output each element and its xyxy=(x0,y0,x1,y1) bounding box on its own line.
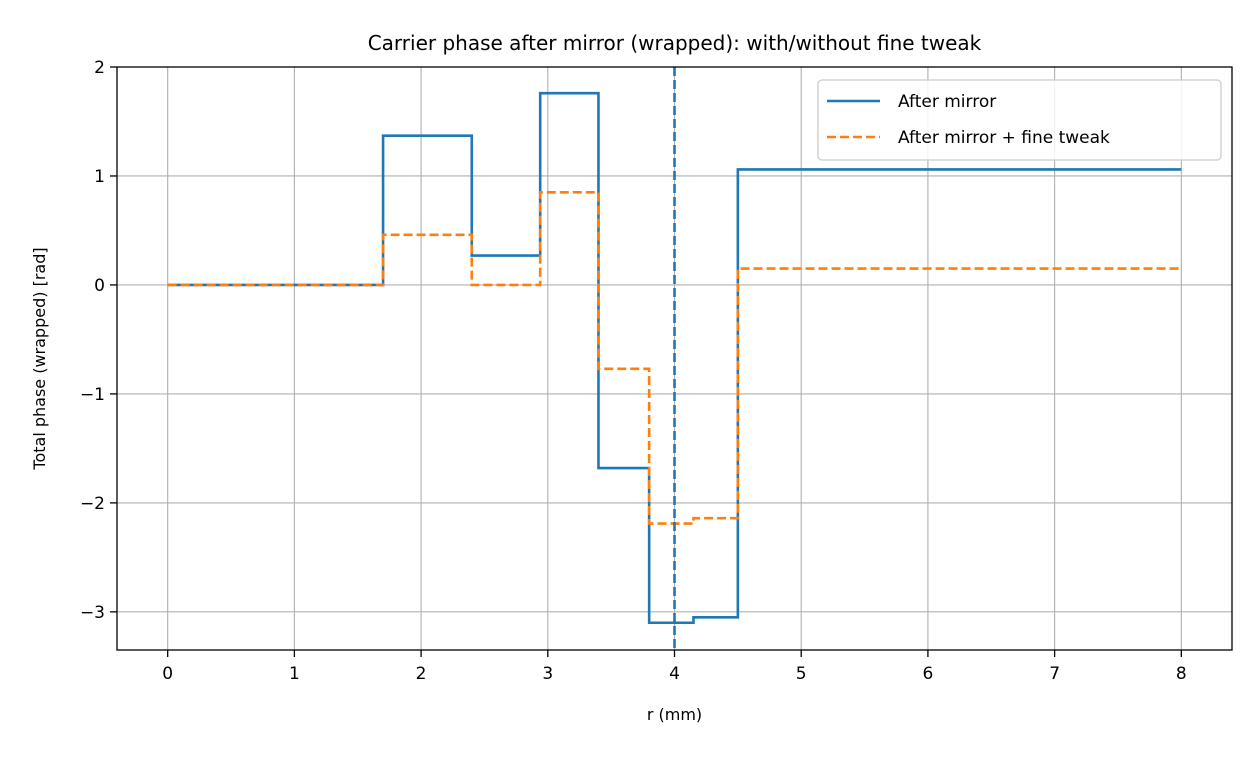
legend-label-2: After mirror + fine tweak xyxy=(898,128,1110,148)
legend-label-1: After mirror xyxy=(898,92,996,112)
x-tick-label: 0 xyxy=(162,664,173,684)
x-tick-label: 3 xyxy=(542,664,553,684)
series-lines xyxy=(167,67,1182,650)
x-tick-label: 4 xyxy=(669,664,680,684)
axes: 0 1 2 3 4 5 6 7 8 −3 −2 −1 0 1 2 xyxy=(80,58,1233,684)
x-tick-label: 7 xyxy=(1049,664,1060,684)
x-tick-label: 1 xyxy=(289,664,300,684)
y-tick-label: 2 xyxy=(94,58,105,78)
chart-title: Carrier phase after mirror (wrapped): wi… xyxy=(368,31,982,55)
y-tick-label: −2 xyxy=(80,494,105,514)
x-tick-label: 6 xyxy=(922,664,933,684)
x-tick-label: 5 xyxy=(796,664,807,684)
y-tick-label: 0 xyxy=(94,276,105,296)
x-tick-label: 8 xyxy=(1176,664,1187,684)
series-line-1 xyxy=(167,91,1182,625)
legend: After mirror After mirror + fine tweak xyxy=(817,79,1222,161)
y-tick-label: −3 xyxy=(80,603,105,623)
y-tick-label: −1 xyxy=(80,385,105,405)
y-tick-label: 1 xyxy=(94,167,105,187)
legend-box xyxy=(817,79,1222,161)
x-tick-label: 2 xyxy=(416,664,427,684)
y-axis-label: Total phase (wrapped) [rad] xyxy=(30,247,49,470)
x-axis-label: r (mm) xyxy=(647,705,702,724)
